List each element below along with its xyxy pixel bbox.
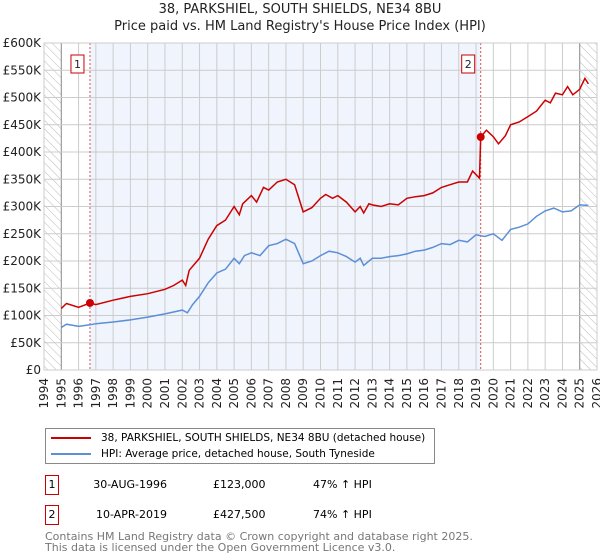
y-tick-label: £500K — [3, 91, 43, 105]
legend-label: HPI: Average price, detached house, Sout… — [101, 448, 375, 460]
x-tick-label: 1996 — [72, 378, 86, 409]
x-tick-label: 2002 — [175, 378, 189, 409]
transaction-date: 10-APR-2019 — [95, 508, 167, 521]
x-tick-label: 2007 — [262, 378, 276, 409]
x-tick-label: 2000 — [141, 378, 155, 409]
x-tick-label: 1998 — [106, 378, 120, 409]
x-tick-label: 2003 — [193, 378, 207, 409]
x-tick-label: 2022 — [521, 378, 535, 409]
chart-subtitle: Price paid vs. HM Land Registry's House … — [114, 19, 486, 34]
sale-point — [476, 133, 485, 142]
sale-marker-label: 2 — [465, 58, 472, 71]
y-tick-label: £250K — [3, 227, 43, 241]
x-tick-label: 2019 — [469, 378, 483, 409]
x-tick-label: 2023 — [538, 378, 552, 409]
transaction-number: 1 — [45, 475, 59, 495]
y-tick-label: £200K — [3, 254, 43, 268]
legend-item-property: 38, PARKSHIEL, SOUTH SHIELDS, NE34 8BU (… — [51, 430, 425, 446]
series-line — [60, 204, 589, 329]
legend: 38, PARKSHIEL, SOUTH SHIELDS, NE34 8BU (… — [45, 428, 435, 464]
x-tick-label: 2016 — [417, 378, 431, 409]
x-tick-label: 2021 — [504, 378, 518, 409]
x-tick-label: 2001 — [158, 378, 172, 409]
y-tick-label: £550K — [3, 63, 43, 77]
x-tick-label: 1999 — [123, 378, 137, 409]
series-line — [60, 76, 590, 309]
x-tick-label: 1994 — [37, 378, 51, 409]
transaction-price: £123,000 — [213, 478, 266, 491]
x-tick-label: 2025 — [573, 378, 587, 409]
y-tick-label: £0 — [26, 363, 41, 377]
x-tick-label: 2009 — [296, 378, 310, 409]
x-tick-label: 2008 — [279, 378, 293, 409]
sale-marker-box — [461, 54, 476, 74]
y-tick-label: £50K — [10, 336, 42, 350]
legend-swatch-blue — [51, 453, 91, 455]
x-tick-label: 1995 — [54, 378, 68, 409]
x-tick-label: 2020 — [486, 378, 500, 409]
x-tick-label: 2010 — [314, 378, 328, 409]
y-tick-label: £350K — [3, 172, 43, 186]
legend-label: 38, PARKSHIEL, SOUTH SHIELDS, NE34 8BU (… — [101, 432, 426, 444]
y-tick-label: £150K — [3, 281, 43, 295]
x-tick-label: 2018 — [452, 378, 466, 409]
transaction-price: £427,500 — [213, 508, 266, 521]
sale-marker-box — [70, 54, 85, 74]
transaction-date: 30-AUG-1996 — [93, 478, 167, 491]
y-tick-label: £300K — [3, 200, 43, 214]
sale-marker-label: 1 — [74, 58, 81, 71]
plot-border — [43, 42, 598, 371]
x-tick-label: 2013 — [365, 378, 379, 409]
footer: Contains HM Land Registry data © Crown c… — [45, 531, 473, 553]
y-tick-label: £600K — [3, 36, 43, 50]
transaction-number: 2 — [45, 505, 59, 525]
price-chart: 1994 1995 1996 1997 1998 1999 2000 2001 2002 2003… — [3, 36, 600, 409]
transaction-hpi: 47% ↑ HPI — [313, 478, 372, 491]
sale-point — [85, 298, 94, 307]
x-tick-label: 2004 — [210, 378, 224, 409]
y-tick-label: £450K — [3, 118, 43, 132]
x-tick-label: 1997 — [89, 378, 103, 409]
x-tick-label: 2012 — [348, 378, 362, 409]
x-tick-label: 2014 — [383, 378, 397, 409]
x-tick-label: 2005 — [227, 378, 241, 409]
legend-swatch-red — [51, 437, 91, 439]
y-tick-label: £100K — [3, 309, 43, 323]
y-tick-label: £400K — [3, 145, 43, 159]
x-tick-label: 2015 — [400, 378, 414, 409]
footer-licence: This data is licensed under the Open Gov… — [45, 541, 396, 554]
footer-copyright: Contains HM Land Registry data © Crown c… — [45, 530, 473, 543]
x-tick-label: 2011 — [331, 378, 345, 409]
x-tick-label: 2017 — [434, 378, 448, 409]
transaction-hpi: 74% ↑ HPI — [313, 508, 372, 521]
legend-item-hpi: HPI: Average price, detached house, Sout… — [51, 446, 375, 462]
x-tick-label: 2006 — [244, 378, 258, 409]
x-tick-label: 2024 — [555, 378, 569, 409]
chart-title: 38, PARKSHIEL, SOUTH SHIELDS, NE34 8BU — [158, 2, 442, 17]
x-tick-label: 2026 — [590, 378, 600, 409]
